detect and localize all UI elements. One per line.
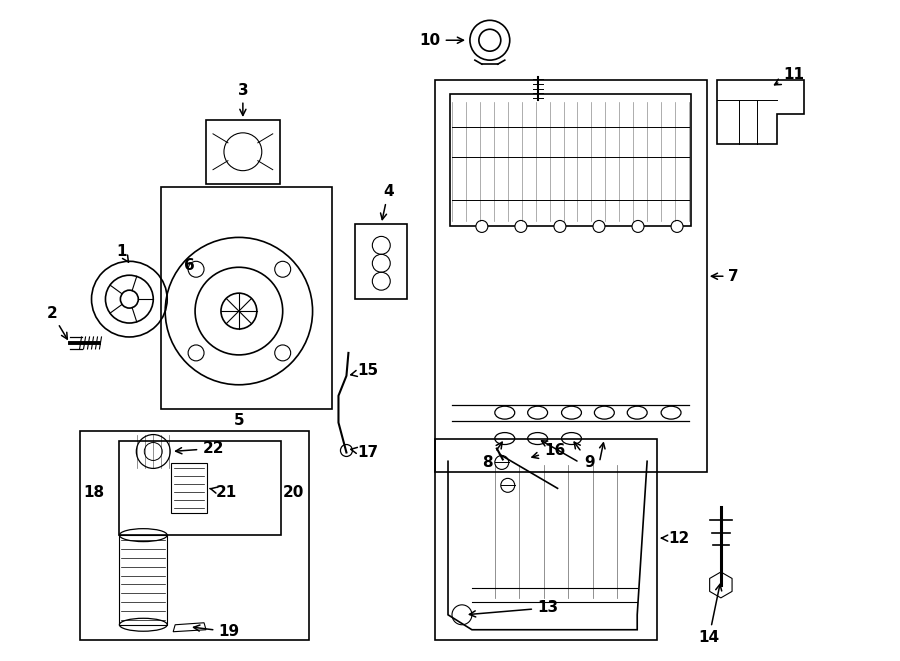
Circle shape [632,221,644,233]
Text: 13: 13 [470,600,558,617]
Bar [435,80,706,473]
Text: 17: 17 [351,445,379,460]
Circle shape [476,221,488,233]
Text: 2: 2 [46,305,68,339]
Text: 11: 11 [775,67,804,85]
Text: 20: 20 [283,485,304,500]
Bar [120,440,281,535]
Text: 8: 8 [482,442,502,470]
Bar [79,430,309,640]
Text: 4: 4 [381,184,393,219]
Bar [161,186,332,408]
Text: 10: 10 [419,33,464,48]
Bar [356,224,407,299]
Text: 5: 5 [234,413,244,428]
Circle shape [593,221,605,233]
Bar [120,535,167,625]
Text: 15: 15 [351,364,379,378]
Text: 12: 12 [662,531,689,545]
Text: 9: 9 [574,442,595,470]
Circle shape [554,221,566,233]
Text: 14: 14 [698,584,722,645]
Text: 21: 21 [210,485,237,500]
Bar [171,463,207,513]
Text: 16: 16 [532,443,565,458]
Text: 3: 3 [238,83,248,116]
Bar [206,120,280,184]
Text: 6: 6 [184,258,194,273]
Text: 19: 19 [194,624,239,639]
Text: 22: 22 [176,441,224,456]
Text: 18: 18 [83,485,104,500]
Text: 1: 1 [116,244,129,262]
Text: 7: 7 [711,269,739,284]
Bar [435,438,657,640]
Circle shape [671,221,683,233]
Circle shape [515,221,526,233]
